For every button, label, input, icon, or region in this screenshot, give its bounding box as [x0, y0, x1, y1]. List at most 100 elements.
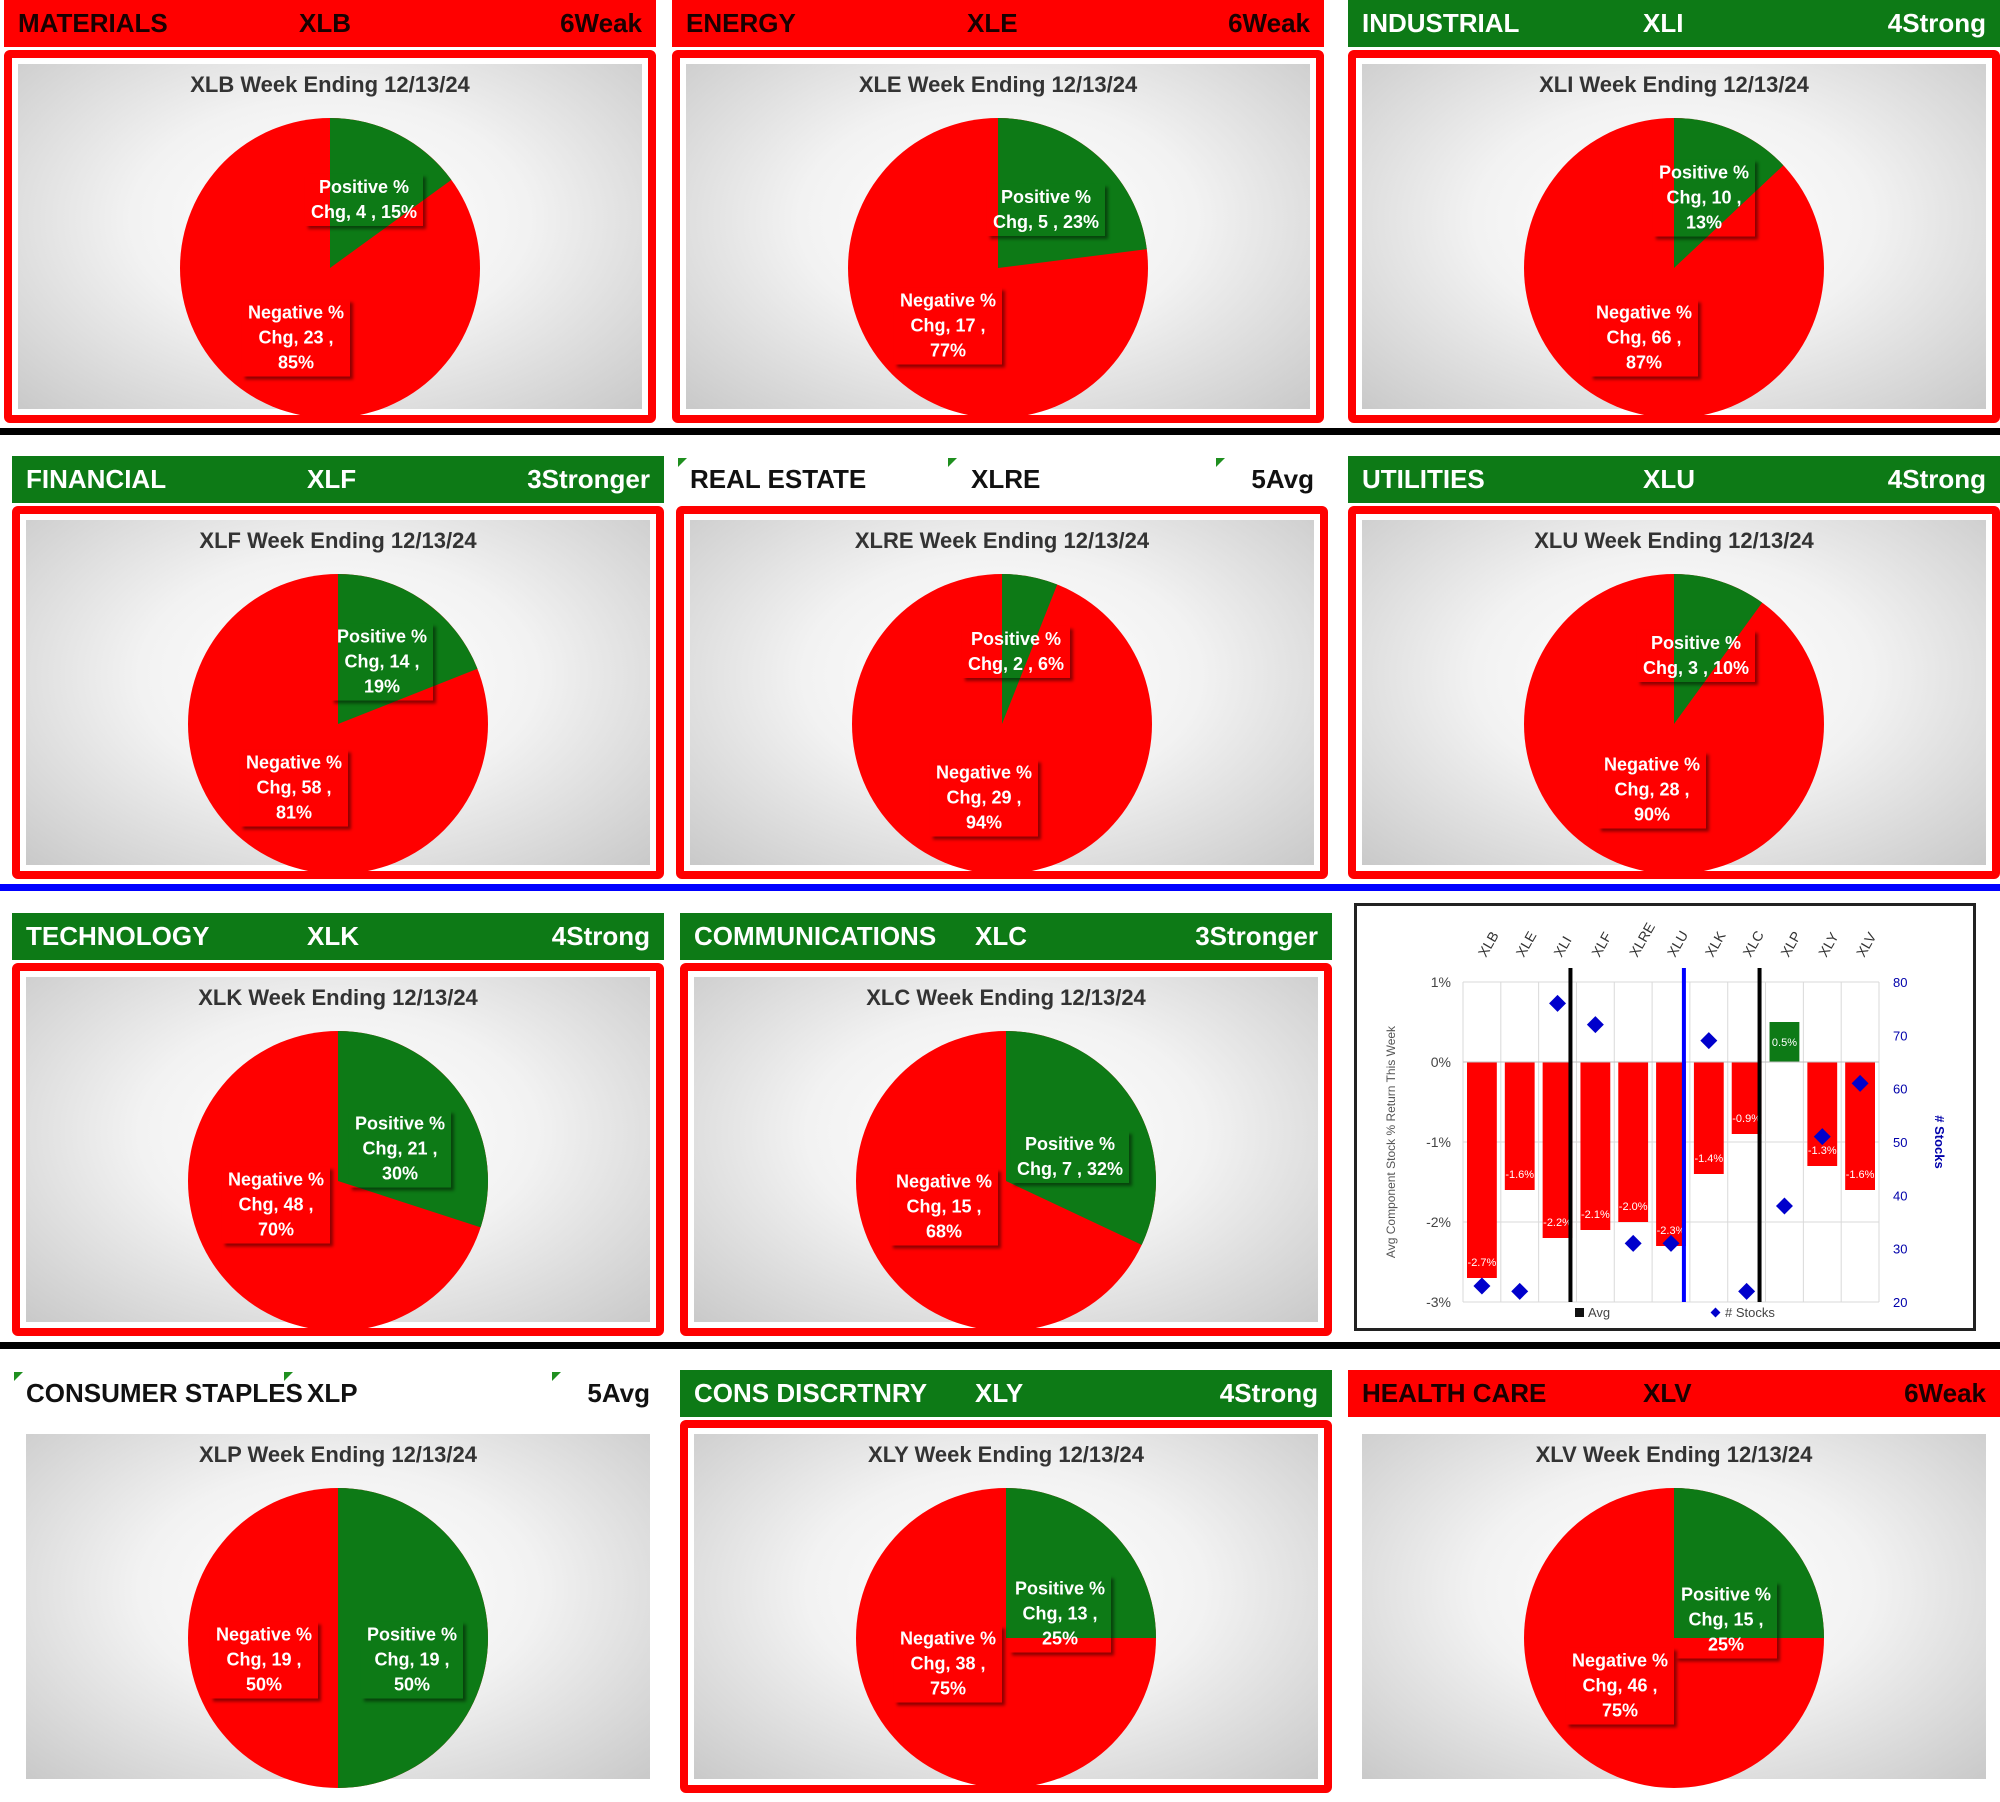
pie-label-title: Positive % — [1014, 1578, 1106, 1599]
pie-label-title: Positive % — [336, 626, 428, 647]
pie-slice-positive — [338, 1031, 489, 1228]
pie-label-positive: Positive % Chg, 14 , 19% — [331, 624, 433, 701]
sector-header: ENERGY XLE 6Weak — [672, 0, 1324, 47]
sector-rating: 6Weak — [1228, 8, 1310, 38]
pie-svg — [856, 1488, 1156, 1788]
bar-xlc — [1731, 1062, 1762, 1134]
pie-label-count: Chg, 13 , — [1022, 1603, 1098, 1624]
bar-value-label: 0.5% — [1772, 1037, 1797, 1049]
pie-slice-positive — [1674, 118, 1784, 268]
pie-label-count: Chg, 17 , — [910, 315, 986, 336]
pie-label-positive: Positive % Chg, 4 , 15% — [305, 174, 423, 226]
pie-chart-title: XLI Week Ending 12/13/24 — [1539, 72, 1809, 97]
pie-label-title: Positive % — [318, 177, 410, 197]
legend-avg-swatch — [1575, 1308, 1584, 1317]
pie-chart-area: XLF Week Ending 12/13/24 Positive % Chg, 1… — [26, 520, 650, 874]
pie-label-count: Chg, 19 , — [374, 1649, 450, 1670]
pie-chart-panel: XLRE Week Ending 12/13/24 Positive % Chg, … — [676, 506, 1328, 879]
pie-label-positive: Positive % Chg, 3 , 10% — [1637, 630, 1755, 682]
sector-card-xlu: UTILITIES XLU 4Strong XLU Week Ending 12/13… — [1348, 456, 2000, 881]
sector-name: MATERIALS — [18, 8, 168, 38]
sector-name: TECHNOLOGY — [26, 921, 210, 951]
pie-chart-title: XLU Week Ending 12/13/24 — [1534, 528, 1814, 553]
sector-card-xlk: TECHNOLOGY XLK 4Strong XLK Week Ending 12/1… — [12, 913, 664, 1338]
pie-svg — [188, 1031, 489, 1331]
category-label: XLK — [1702, 928, 1729, 959]
bar-value-label: -2.2% — [1543, 1217, 1572, 1229]
bar-value-label: -2.1% — [1581, 1209, 1610, 1221]
pie-label-negative: Negative % Chg, 28 , 90% — [1598, 752, 1706, 829]
legend-stocks-swatch — [1710, 1307, 1721, 1318]
pie-label-negative: Negative % Chg, 58 , 81% — [240, 750, 348, 827]
bar-xli — [1542, 1062, 1573, 1238]
avg-return-bar-svg: 1% 0% -1% -2% -3% 80 70 60 50 40 30 20 Avg Component… — [1384, 920, 1947, 1320]
pie-label-count: Chg, 7 , 32% — [1016, 1159, 1124, 1179]
bar-value-label: -2.0% — [1619, 1201, 1648, 1213]
pie-label-positive: Positive % Chg, 13 , 25% — [1009, 1576, 1111, 1653]
sector-rating: 4Strong — [1887, 8, 1986, 38]
cell-comment-marker — [14, 1372, 23, 1381]
category-label: XLRE — [1626, 920, 1658, 960]
pie-chart-title: XLY Week Ending 12/13/24 — [868, 1442, 1144, 1467]
sector-header: FINANCIAL XLF 3Stronger — [12, 456, 664, 503]
sector-rating: 5Avg — [587, 1378, 650, 1408]
pie-label-positive: Positive % Chg, 21 , 30% — [349, 1111, 451, 1188]
pie-slice-positive — [1002, 574, 1058, 724]
pie-chart-area: XLE Week Ending 12/13/24 Positive % Chg, 5… — [686, 64, 1310, 418]
pie-label-negative: Negative % Chg, 48 , 70% — [222, 1167, 330, 1244]
sector-card-xlv: HEALTH CARE XLV 6Weak XLV Week Ending 12/13… — [1348, 1370, 2000, 1795]
pie-chart-area: XLK Week Ending 12/13/24 Positive % Chg, 2… — [26, 977, 650, 1331]
bar-value-label: -1.6% — [1505, 1169, 1534, 1181]
pie-chart-panel: XLV Week Ending 12/13/24 Positive % Chg, 1… — [1348, 1420, 2000, 1793]
pie-chart-area: XLV Week Ending 12/13/24 Positive % Chg, 1… — [1362, 1434, 1986, 1788]
y2-tick-label: 30 — [1893, 1242, 1907, 1257]
sector-header: CONSUMER STAPLES XLP 5Avg — [12, 1370, 664, 1417]
cell-comment-marker — [948, 458, 957, 467]
sector-rating: 6Weak — [560, 8, 642, 38]
pie-label-pct: 85% — [277, 352, 315, 373]
category-label: XLP — [1777, 929, 1804, 960]
sector-ticker: XLP — [307, 1378, 358, 1408]
sector-ticker: XLC — [975, 921, 1027, 951]
pie-chart-area: XLB Week Ending 12/13/24 Positive % Chg, 4… — [18, 64, 642, 418]
sector-header: REAL ESTATE XLRE 5Avg — [676, 456, 1328, 503]
pie-chart-title: XLK Week Ending 12/13/24 — [198, 985, 478, 1010]
bar-value-label: -1.3% — [1808, 1145, 1837, 1157]
category-label: XLV — [1853, 929, 1880, 960]
stocks-marker-xlf — [1586, 1016, 1604, 1034]
y2-tick-label: 40 — [1893, 1188, 1907, 1203]
pie-label-pct: 68% — [925, 1221, 963, 1242]
pie-label-title: Negative % — [247, 302, 345, 323]
stocks-marker-xle — [1511, 1282, 1529, 1300]
pie-label-pct: 25% — [1041, 1628, 1079, 1649]
pie-label-positive: Positive % Chg, 7 , 32% — [1011, 1131, 1129, 1183]
sector-rating: 4Strong — [1219, 1378, 1318, 1408]
cell-comment-marker — [678, 458, 687, 467]
y-tick-label: -2% — [1426, 1214, 1451, 1230]
pie-chart-panel: XLB Week Ending 12/13/24 Positive % Chg, 4… — [4, 50, 656, 423]
pie-chart-panel: XLU Week Ending 12/13/24 Positive % Chg, 3… — [1348, 506, 2000, 879]
category-label: XLY — [1815, 929, 1842, 960]
sector-header: MATERIALS XLB 6Weak — [4, 0, 656, 47]
stocks-marker-xli — [1549, 994, 1567, 1012]
sector-rating: 6Weak — [1904, 1378, 1986, 1408]
stocks-marker-xlv — [1851, 1074, 1869, 1092]
pie-chart-panel: XLI Week Ending 12/13/24 Positive % Chg, 1… — [1348, 50, 2000, 423]
pie-chart-area: XLRE Week Ending 12/13/24 Positive % Chg, … — [690, 520, 1314, 874]
pie-label-count: Chg, 2 , 6% — [967, 654, 1065, 674]
pie-label-count: Chg, 23 , — [258, 327, 334, 348]
pie-svg — [188, 1488, 488, 1788]
pie-label-count: Chg, 5 , 23% — [992, 212, 1100, 232]
pie-label-negative: Negative % Chg, 66 , 87% — [1590, 300, 1698, 377]
pie-chart-title: XLF Week Ending 12/13/24 — [199, 528, 477, 553]
pie-label-title: Positive % — [1680, 1584, 1772, 1605]
category-label: XLU — [1664, 928, 1691, 960]
pie-slice-positive — [1674, 1488, 1824, 1638]
pie-label-negative: Negative % Chg, 17 , 77% — [894, 288, 1002, 365]
pie-chart-panel: XLC Week Ending 12/13/24 Positive % Chg, 7… — [680, 963, 1332, 1336]
pie-label-count: Chg, 46 , — [1582, 1675, 1658, 1696]
bar-value-label: -2.7% — [1468, 1257, 1497, 1269]
bar-value-label: -2.3% — [1657, 1225, 1686, 1237]
sector-ticker: XLY — [975, 1378, 1024, 1408]
row-separator-2 — [0, 884, 2000, 891]
